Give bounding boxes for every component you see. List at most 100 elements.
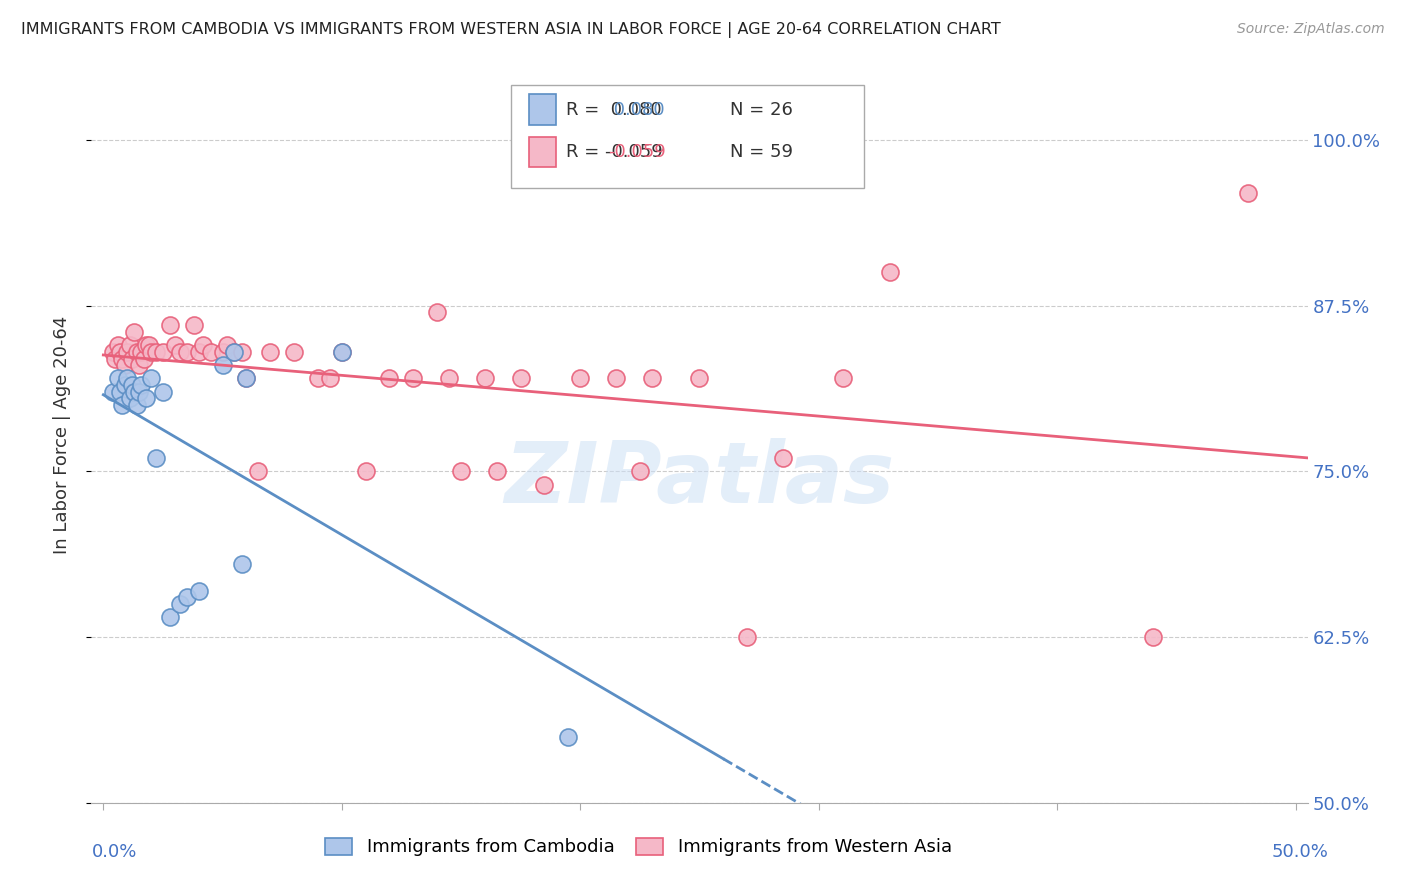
- Text: N = 26: N = 26: [730, 101, 793, 119]
- Text: 0.080: 0.080: [609, 101, 665, 119]
- Point: [235, 371, 257, 385]
- Point: [259, 345, 281, 359]
- Point: [402, 371, 425, 385]
- Point: [115, 345, 138, 359]
- Point: [115, 371, 138, 385]
- Point: [139, 371, 162, 385]
- Point: [378, 371, 401, 385]
- Point: [138, 338, 160, 352]
- Point: [200, 345, 222, 359]
- Point: [193, 338, 215, 352]
- Point: [152, 384, 174, 399]
- Point: [187, 583, 209, 598]
- Point: [135, 392, 157, 406]
- Point: [247, 464, 270, 478]
- Point: [169, 597, 191, 611]
- Point: [124, 384, 146, 399]
- Point: [605, 371, 627, 385]
- Text: 0.0%: 0.0%: [91, 843, 136, 861]
- Point: [485, 464, 508, 478]
- Point: [125, 345, 148, 359]
- Point: [111, 398, 134, 412]
- Point: [169, 345, 191, 359]
- Point: [509, 371, 531, 385]
- Point: [131, 345, 153, 359]
- Point: [101, 384, 124, 399]
- Point: [114, 378, 136, 392]
- Point: [879, 265, 901, 279]
- Point: [132, 351, 155, 366]
- Point: [176, 591, 198, 605]
- Point: [131, 378, 153, 392]
- Point: [176, 345, 198, 359]
- Point: [145, 345, 167, 359]
- Point: [330, 345, 353, 359]
- Point: [224, 345, 246, 359]
- Legend: Immigrants from Cambodia, Immigrants from Western Asia: Immigrants from Cambodia, Immigrants fro…: [318, 830, 959, 863]
- Point: [159, 610, 181, 624]
- Point: [128, 384, 150, 399]
- Point: [121, 351, 143, 366]
- Point: [235, 371, 257, 385]
- Point: [114, 358, 136, 372]
- Point: [231, 345, 253, 359]
- Point: [831, 371, 853, 385]
- Point: [107, 371, 129, 385]
- Point: [125, 398, 148, 412]
- Point: [224, 345, 246, 359]
- Point: [330, 345, 353, 359]
- Text: Source: ZipAtlas.com: Source: ZipAtlas.com: [1237, 22, 1385, 37]
- Point: [641, 371, 664, 385]
- Point: [159, 318, 181, 333]
- Point: [1142, 630, 1164, 644]
- Point: [283, 345, 305, 359]
- Point: [108, 345, 131, 359]
- Text: 50.0%: 50.0%: [1272, 843, 1329, 861]
- Point: [104, 351, 127, 366]
- Point: [118, 338, 141, 352]
- Point: [118, 392, 141, 406]
- Point: [450, 464, 472, 478]
- Point: [1237, 186, 1260, 200]
- Point: [569, 371, 592, 385]
- Point: [426, 305, 449, 319]
- Point: [319, 371, 342, 385]
- Point: [107, 338, 129, 352]
- Point: [124, 325, 146, 339]
- Point: [354, 464, 377, 478]
- Point: [152, 345, 174, 359]
- Point: [139, 345, 162, 359]
- Point: [231, 557, 253, 571]
- Point: [135, 338, 157, 352]
- Point: [533, 477, 555, 491]
- Point: [217, 338, 239, 352]
- Text: N = 59: N = 59: [730, 143, 793, 161]
- Point: [307, 371, 329, 385]
- FancyBboxPatch shape: [510, 86, 863, 188]
- Point: [688, 371, 710, 385]
- FancyBboxPatch shape: [529, 95, 555, 126]
- Point: [735, 630, 758, 644]
- Point: [121, 378, 143, 392]
- Point: [101, 345, 124, 359]
- Point: [772, 451, 794, 466]
- FancyBboxPatch shape: [529, 136, 555, 168]
- Point: [211, 358, 233, 372]
- Text: R = -0.059: R = -0.059: [565, 143, 662, 161]
- Y-axis label: In Labor Force | Age 20-64: In Labor Force | Age 20-64: [52, 316, 70, 554]
- Point: [628, 464, 651, 478]
- Point: [108, 384, 131, 399]
- Point: [474, 371, 496, 385]
- Point: [128, 358, 150, 372]
- Point: [163, 338, 186, 352]
- Text: ZIPatlas: ZIPatlas: [505, 437, 894, 521]
- Point: [183, 318, 205, 333]
- Text: R =  0.080: R = 0.080: [565, 101, 661, 119]
- Point: [145, 451, 167, 466]
- Point: [187, 345, 209, 359]
- Point: [437, 371, 460, 385]
- Text: -0.059: -0.059: [609, 143, 666, 161]
- Point: [557, 730, 579, 744]
- Point: [211, 345, 233, 359]
- Point: [111, 351, 134, 366]
